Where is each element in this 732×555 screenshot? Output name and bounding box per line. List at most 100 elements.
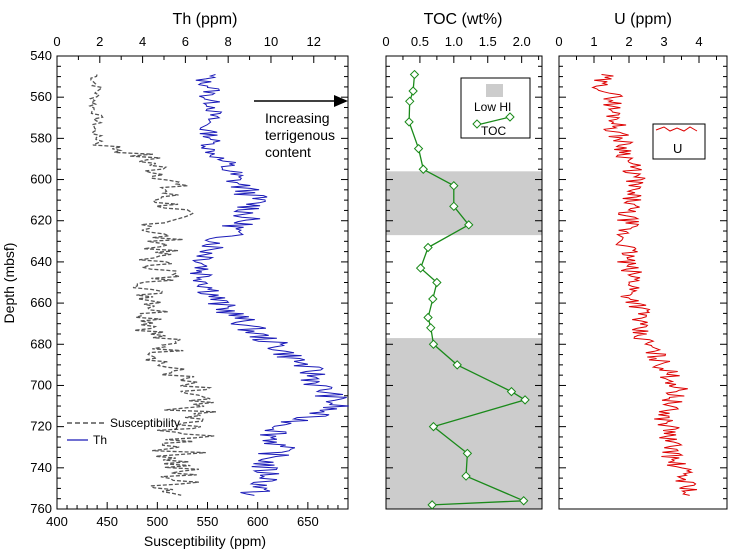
terrigenous-arrow-head bbox=[334, 95, 348, 107]
toc-axis-title: TOC (wt%) bbox=[424, 11, 503, 28]
low-hi-interval bbox=[386, 171, 542, 236]
panel2-legend: Low HI TOC bbox=[460, 77, 531, 139]
panel1-ticks bbox=[56, 55, 349, 510]
toc-point bbox=[428, 294, 438, 304]
depth-tick-label: 640 bbox=[30, 254, 52, 269]
u-axis-title: U (ppm) bbox=[614, 11, 672, 28]
annotation-line-3: content bbox=[265, 144, 311, 160]
panel1-series bbox=[88, 74, 349, 496]
th-tick-label: 2 bbox=[96, 34, 103, 49]
depth-tick-label: 760 bbox=[30, 501, 52, 516]
u-tick-label: 3 bbox=[660, 34, 667, 49]
legend-low-hi-label: Low HI bbox=[474, 100, 511, 114]
toc-point bbox=[428, 339, 439, 349]
toc-point bbox=[518, 496, 529, 506]
depth-tick-label: 560 bbox=[30, 89, 52, 104]
u-tick-label: 4 bbox=[695, 34, 702, 49]
susceptibility-tick-label: 400 bbox=[46, 514, 68, 529]
panel-u: U (ppm) 0 1 2 3 4 U bbox=[555, 11, 728, 510]
toc-point bbox=[464, 220, 474, 230]
u-line bbox=[591, 74, 698, 496]
legend-susceptibility-label: Susceptibility bbox=[110, 416, 180, 430]
u-tick-label: 0 bbox=[555, 34, 562, 49]
legend-toc-label: TOC bbox=[481, 124, 506, 138]
panel-toc: TOC (wt%) 0 0.5 1.0 1.5 2.0 Low HI TOC bbox=[382, 11, 543, 510]
depth-tick-label: 600 bbox=[30, 172, 52, 187]
panel-th-susceptibility: Th (ppm) Susceptibility (ppm) Depth (mbs… bbox=[1, 11, 349, 549]
toc-point bbox=[449, 201, 459, 212]
panel2-ticks bbox=[385, 55, 542, 510]
toc-point bbox=[452, 360, 462, 370]
susceptibility-tick-label: 450 bbox=[96, 514, 118, 529]
susceptibility-tick-label: 550 bbox=[197, 514, 219, 529]
panel3-tick-labels: 0 1 2 3 4 bbox=[555, 34, 702, 49]
panel2-series bbox=[404, 69, 530, 510]
low-hi-shading bbox=[386, 171, 542, 509]
depth-tick-label: 620 bbox=[30, 213, 52, 228]
toc-point bbox=[408, 86, 418, 96]
u-tick-label: 1 bbox=[590, 34, 597, 49]
toc-point bbox=[409, 69, 420, 80]
depth-tick-label: 540 bbox=[30, 48, 52, 63]
annotation-line-2: terrigenous bbox=[265, 127, 335, 143]
toc-point bbox=[423, 242, 433, 253]
legend-low-hi-swatch bbox=[486, 84, 503, 97]
toc-point bbox=[413, 143, 424, 154]
toc-tick-label: 0 bbox=[382, 34, 389, 49]
low-hi-interval bbox=[386, 338, 542, 509]
toc-point bbox=[449, 181, 459, 191]
toc-point bbox=[462, 448, 473, 459]
legend-u-label: U bbox=[673, 141, 682, 156]
toc-tick-label: 1.0 bbox=[445, 34, 463, 49]
toc-point bbox=[520, 395, 530, 405]
th-tick-label: 12 bbox=[307, 34, 321, 49]
susceptibility-axis-title: Susceptibility (ppm) bbox=[144, 533, 266, 549]
depth-tick-label: 720 bbox=[30, 419, 52, 434]
toc-tick-label: 0.5 bbox=[411, 34, 429, 49]
toc-point bbox=[427, 500, 437, 510]
th-tick-label: 6 bbox=[182, 34, 189, 49]
th-line bbox=[190, 74, 349, 496]
susceptibility-tick-label: 600 bbox=[247, 514, 269, 529]
th-tick-label: 4 bbox=[139, 34, 146, 49]
depth-tick-label: 700 bbox=[30, 377, 52, 392]
legend-toc-marker-1 bbox=[472, 119, 482, 129]
toc-point bbox=[418, 164, 429, 174]
panel1-legend: Susceptibility Th bbox=[67, 416, 180, 447]
terrigenous-annotation: Increasing terrigenous content bbox=[254, 95, 348, 160]
toc-tick-label: 2.0 bbox=[513, 34, 531, 49]
toc-point bbox=[461, 471, 471, 481]
toc-point bbox=[506, 386, 517, 397]
panel1-tick-labels: 540 560 580 600 620 640 660 680 700 720 740 760 0 2 4 6… bbox=[30, 34, 321, 529]
depth-axis-title: Depth (mbsf) bbox=[1, 243, 17, 324]
toc-tick-label: 1.5 bbox=[479, 34, 497, 49]
depth-tick-label: 680 bbox=[30, 336, 52, 351]
toc-point bbox=[405, 96, 415, 107]
annotation-line-1: Increasing bbox=[265, 110, 330, 126]
panel3-legend-box bbox=[652, 123, 706, 160]
depth-tick-label: 660 bbox=[30, 295, 52, 310]
panel3-ticks bbox=[558, 55, 727, 510]
toc-point bbox=[428, 421, 439, 432]
u-tick-label: 2 bbox=[625, 34, 632, 49]
legend-toc-marker-2 bbox=[505, 112, 515, 122]
susceptibility-tick-label: 650 bbox=[297, 514, 319, 529]
panel2-tick-labels: 0 0.5 1.0 1.5 2.0 bbox=[382, 34, 530, 49]
susceptibility-line bbox=[88, 74, 216, 496]
depth-tick-label: 740 bbox=[30, 460, 52, 475]
toc-line bbox=[408, 74, 527, 506]
panel3-series bbox=[591, 74, 698, 496]
toc-point bbox=[423, 312, 433, 323]
legend-th-label: Th bbox=[93, 433, 107, 447]
panel3-legend: U bbox=[652, 123, 706, 160]
toc-point bbox=[426, 323, 436, 333]
th-axis-title: Th (ppm) bbox=[173, 11, 238, 28]
depth-tick-label: 580 bbox=[30, 130, 52, 145]
th-tick-label: 8 bbox=[225, 34, 232, 49]
th-tick-label: 0 bbox=[53, 34, 60, 49]
legend-toc-line bbox=[476, 116, 511, 126]
toc-point bbox=[404, 117, 414, 127]
legend-u-swatch bbox=[655, 126, 698, 132]
toc-point bbox=[432, 277, 442, 288]
